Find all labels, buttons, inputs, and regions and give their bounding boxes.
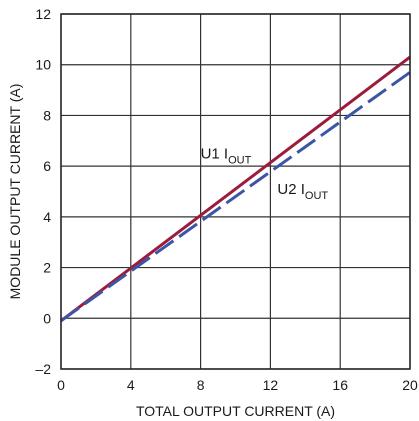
series-labels: U1 IOUT U2 IOUT: [201, 146, 329, 203]
y-tick-label: 4: [43, 209, 51, 225]
tick-labels: 0 4 8 12 16 20 –2 0 2 4 6 8 10 12: [35, 6, 418, 393]
series-label-2: U2 IOUT: [277, 181, 328, 202]
y-tick-label: 2: [43, 260, 51, 276]
series-line-1: [60, 55, 411, 323]
grid: [60, 13, 411, 370]
x-tick-label: 4: [127, 377, 135, 393]
y-axis-label: MODULE OUTPUT CURRENT (A): [7, 84, 23, 300]
x-tick-label: 16: [332, 377, 348, 393]
plot-frame: [60, 13, 411, 370]
series-line-2: [60, 71, 411, 323]
x-axis-label: TOTAL OUTPUT CURRENT (A): [136, 403, 335, 419]
x-tick-label: 0: [57, 377, 65, 393]
y-tick-label: 10: [35, 57, 51, 73]
y-tick-label: 12: [35, 6, 51, 22]
x-tick-label: 20: [402, 377, 418, 393]
x-tick-label: 8: [197, 377, 205, 393]
y-tick-label: 0: [43, 310, 51, 326]
x-tick-label: 12: [263, 377, 279, 393]
series-label-1: U1 IOUT: [201, 146, 252, 167]
y-tick-label: 6: [43, 158, 51, 174]
y-tick-label: –2: [35, 361, 51, 377]
y-tick-label: 8: [43, 107, 51, 123]
series-layer: [60, 55, 411, 323]
